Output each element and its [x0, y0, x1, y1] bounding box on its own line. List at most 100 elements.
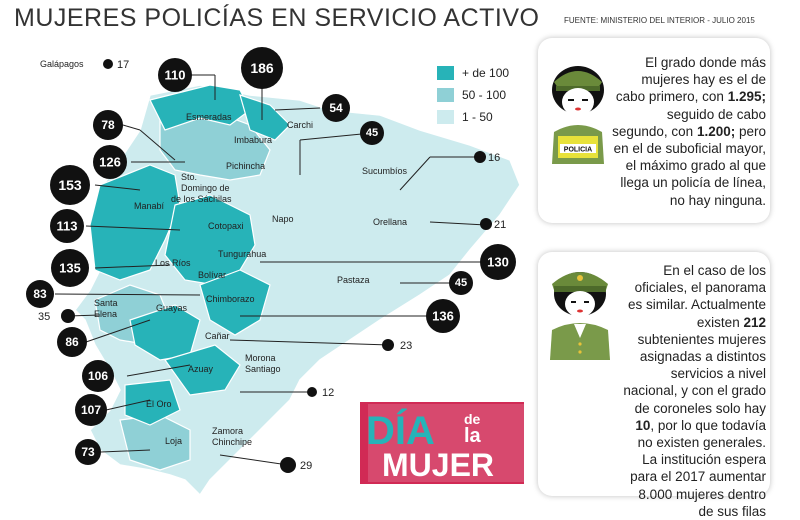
marker-canar	[382, 339, 394, 351]
label-los-rios: Los Ríos	[155, 258, 191, 268]
source-note: FUENTE: MINISTERIO DEL INTERIOR - JULIO …	[564, 16, 755, 25]
label-cotopaxi: Cotopaxi	[208, 221, 244, 231]
label-pichincha: Pichincha	[226, 161, 265, 171]
marker-cotopaxi	[50, 209, 84, 243]
label-esmeraldas: Esmeradas	[186, 112, 232, 122]
label-santa-elena-1: Santa	[94, 298, 118, 308]
page-title: MUJERES POLICÍAS EN SERVICIO ACTIVO	[14, 4, 540, 32]
legend-swatch-mid	[437, 88, 454, 102]
badge-background	[360, 402, 524, 484]
value-santa-elena: 35	[38, 311, 50, 323]
value-loja: 73	[81, 445, 95, 459]
label-santa-elena-2: Elena	[94, 309, 117, 319]
value-manabi: 153	[58, 177, 82, 193]
label-morona-2: Santiago	[245, 364, 281, 374]
label-orellana: Orellana	[373, 217, 407, 227]
marker-sucumbios	[474, 151, 486, 163]
card2-text-2: subtenientes mujeres asignadas a distint…	[623, 331, 766, 416]
value-sto-domingo: 78	[101, 118, 115, 132]
dia-de-la-mujer-badge: DÍA de la MUJER	[360, 402, 524, 484]
ecuador-map: Galápagos 17 Esmeradas Carchi Imbabura S…	[26, 47, 521, 497]
value-chimborazo: 136	[432, 309, 454, 324]
card2-text: En el caso de los oficiales, el panorama…	[622, 262, 766, 520]
marker-pichincha	[360, 121, 384, 145]
label-azuay: Azuay	[188, 364, 214, 374]
legend-swatch-high	[437, 66, 454, 80]
value-pichincha: 45	[366, 127, 378, 139]
legend-label-low: 1 - 50	[462, 110, 493, 124]
label-zamora-1: Zamora	[212, 426, 243, 436]
value-pastaza: 45	[455, 277, 467, 289]
value-orellana: 21	[494, 219, 506, 231]
badge-mujer: MUJER	[382, 447, 494, 483]
card2-num-1: 212	[743, 314, 766, 330]
label-carchi: Carchi	[287, 120, 313, 130]
label-sucumbios: Sucumbíos	[362, 166, 408, 176]
marker-chimborazo	[426, 299, 460, 333]
legend-label-mid: 50 - 100	[462, 88, 507, 102]
marker-carchi	[322, 94, 350, 122]
value-canar: 23	[400, 340, 412, 352]
value-galapagos: 17	[117, 59, 129, 71]
label-zamora-2: Chinchipe	[212, 437, 252, 447]
badge-dia: DÍA	[366, 408, 435, 453]
card1-text-3: pero en el de suboficial mayor, el máxim…	[613, 123, 766, 208]
label-tungurahua: Tungurahua	[218, 249, 266, 259]
region-high-eloro	[124, 379, 181, 426]
card2-text-3: , por lo que todavía no existen generale…	[630, 417, 766, 519]
info-card-nco: POLICIA El grado donde más mujeres hay e…	[538, 38, 770, 223]
label-imbabura: Imbabura	[234, 135, 272, 145]
value-zamora: 29	[300, 460, 312, 472]
info-card-officers: En el caso de los oficiales, el panorama…	[538, 252, 770, 519]
region-high-imbabura	[239, 94, 291, 141]
card2-text-1: En el caso de los oficiales, el panorama…	[627, 263, 766, 330]
officer-woman-avatar-icon	[550, 272, 610, 360]
label-chimborazo: Chimborazo	[206, 294, 255, 304]
label-el-oro: El Oro	[146, 399, 172, 409]
marker-los-rios	[51, 249, 89, 287]
value-morona: 12	[322, 387, 334, 399]
marker-esmeraldas	[158, 58, 192, 92]
value-carchi: 54	[329, 101, 343, 115]
value-bolivar: 83	[33, 287, 47, 301]
marker-tungurahua	[480, 244, 516, 280]
label-bolivar: Bolívar	[198, 270, 226, 280]
value-cotopaxi: 113	[57, 219, 78, 234]
map-base	[74, 84, 521, 497]
region-high-azuay	[164, 344, 241, 396]
value-los-rios: 135	[59, 261, 81, 276]
card1-text-1: El grado donde más mujeres hay es el de …	[615, 55, 766, 105]
marker-santa-elena	[61, 309, 75, 323]
card1-text-2: seguido de cabo segundo, con	[612, 106, 766, 139]
value-azuay: 106	[88, 369, 108, 383]
label-pastaza: Pastaza	[337, 275, 370, 285]
marker-sto-domingo-sachilas	[93, 145, 127, 179]
value-tungurahua: 130	[487, 255, 509, 270]
marker-morona	[307, 387, 317, 397]
card1-num-1: 1.295;	[727, 89, 766, 105]
card1-num-2: 1.200;	[696, 123, 736, 139]
value-sto-domingo-sachilas: 126	[99, 155, 121, 170]
marker-el-oro	[75, 394, 107, 426]
galapagos-marker	[103, 59, 113, 69]
label-canar: Cañar	[205, 331, 230, 341]
value-guayas: 86	[65, 335, 79, 349]
map-legend: + de 100 50 - 100 1 - 50	[437, 62, 509, 128]
marker-azuay	[82, 360, 114, 392]
marker-loja	[75, 439, 101, 465]
marker-sto-domingo	[93, 110, 123, 140]
marker-manabi	[50, 165, 90, 205]
marker-zamora	[280, 457, 296, 473]
label-morona-1: Morona	[245, 353, 276, 363]
region-high-chimborazo	[199, 269, 271, 336]
label-guayas: Guayas	[156, 303, 188, 313]
label-galapagos: Galápagos	[40, 59, 84, 69]
label-loja: Loja	[165, 436, 182, 446]
value-markers: 110 186 54 45 16 78 126 153 113 21 130 1…	[26, 47, 516, 473]
value-imbabura: 186	[250, 60, 274, 76]
value-el-oro: 107	[81, 403, 101, 417]
region-high-manabi	[89, 164, 181, 281]
legend-row-low: 1 - 50	[437, 106, 509, 128]
badge-de: de	[464, 411, 481, 427]
marker-imbabura	[241, 47, 283, 89]
